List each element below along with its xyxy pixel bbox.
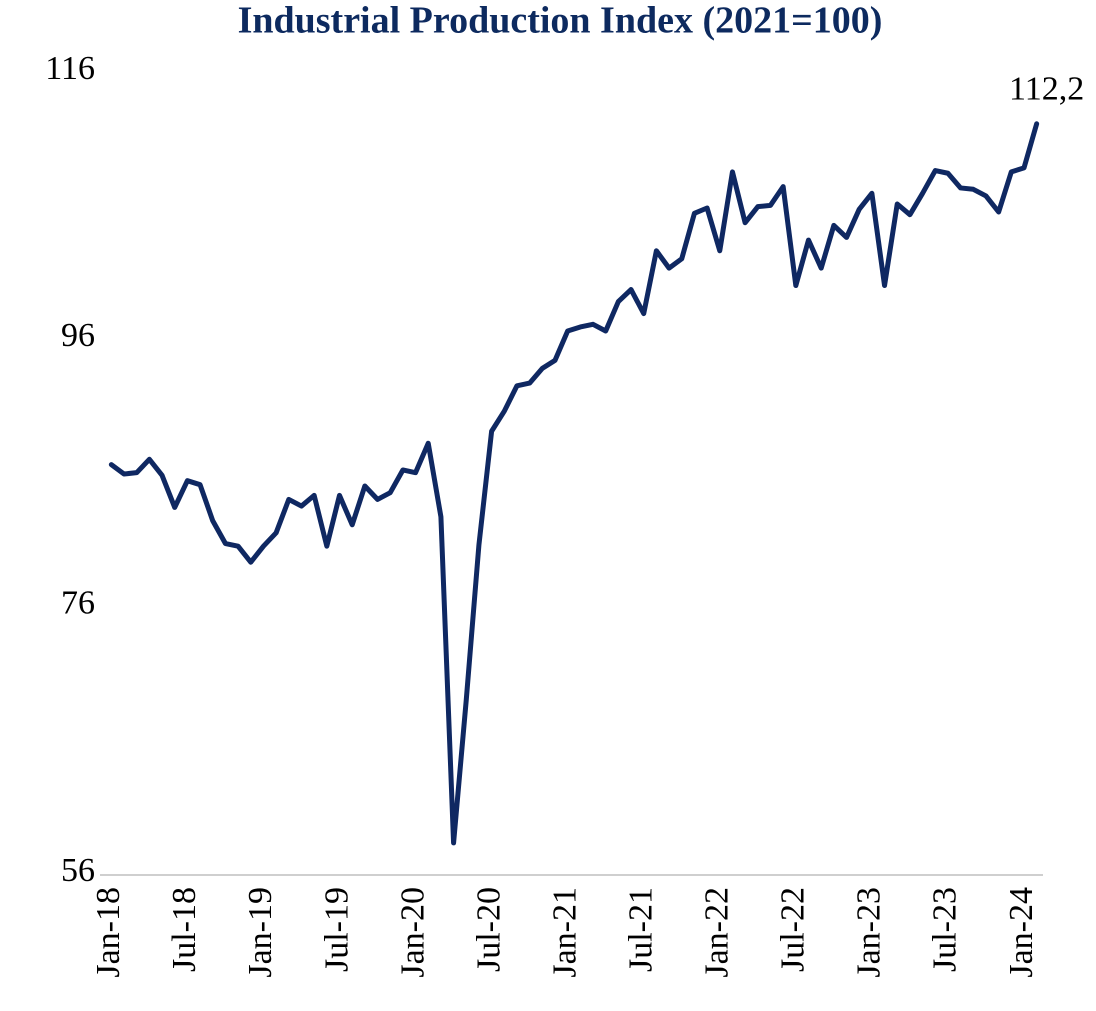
x-tick-label: Jan-22 bbox=[699, 887, 736, 978]
data-line bbox=[108, 121, 1040, 846]
chart-title: Industrial Production Index (2021=100) bbox=[238, 0, 883, 42]
x-tick-label: Jul-21 bbox=[623, 887, 660, 972]
x-tick-label: Jan-23 bbox=[851, 887, 888, 978]
y-tick-label: 96 bbox=[61, 317, 95, 354]
y-tick-label: 76 bbox=[61, 584, 95, 621]
x-tick-label: Jan-20 bbox=[394, 887, 431, 978]
x-tick-label: Jul-19 bbox=[318, 887, 355, 972]
x-tick-label: Jul-23 bbox=[927, 887, 964, 972]
data-label: 112,2 bbox=[1009, 71, 1084, 108]
y-tick-label: 56 bbox=[61, 852, 95, 889]
x-tick-label: Jul-22 bbox=[775, 887, 812, 972]
x-tick-label: Jan-24 bbox=[1003, 887, 1040, 978]
y-tick-label: 116 bbox=[45, 50, 95, 87]
x-tick-label: Jul-20 bbox=[470, 887, 507, 972]
x-tick-label: Jan-19 bbox=[242, 887, 279, 978]
x-tick-label: Jul-18 bbox=[166, 887, 203, 972]
x-tick-label: Jan-18 bbox=[90, 887, 127, 978]
x-tick-label: Jan-21 bbox=[546, 887, 583, 978]
